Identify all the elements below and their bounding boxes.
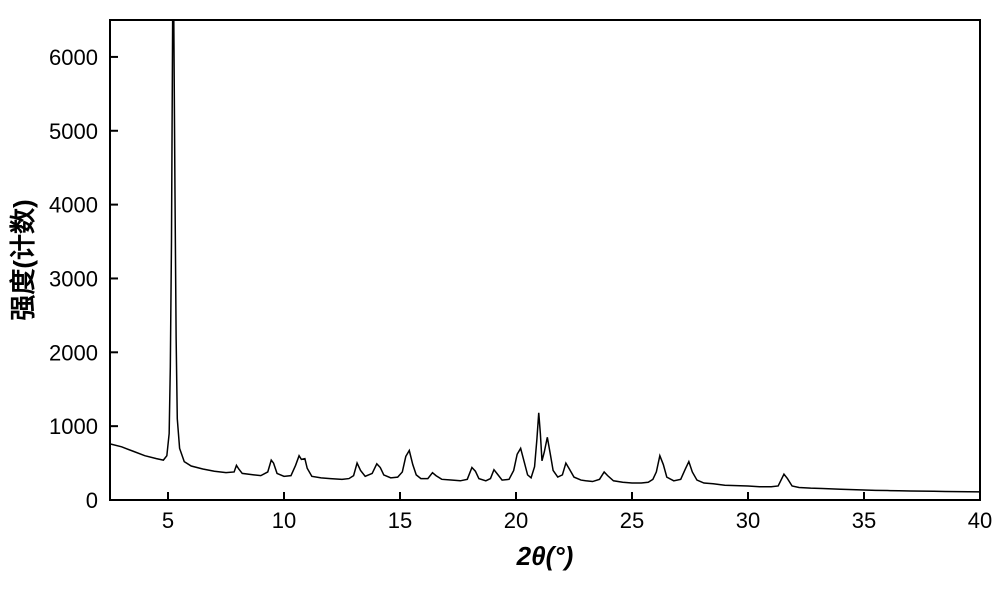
x-tick-label: 25 [620,508,644,533]
xrd-chart-svg: 5 10 15 20 25 30 35 40 0 1000 2000 3000 4000 5000 6000… [0,0,1000,590]
y-tick-label: 5000 [49,119,98,144]
xrd-data-line [110,20,980,492]
y-tick-label: 6000 [49,45,98,70]
y-axis-title: 强度(计数) [8,199,38,320]
y-tick-label: 1000 [49,414,98,439]
y-tick-label: 4000 [49,193,98,218]
x-axis-title: 2θ(°) [516,541,574,571]
x-tick-label: 30 [736,508,760,533]
y-tick-label: 0 [86,488,98,513]
plot-border [110,20,980,500]
x-tick-label: 20 [504,508,528,533]
x-tick-label: 5 [162,508,174,533]
xrd-chart-container: 5 10 15 20 25 30 35 40 0 1000 2000 3000 4000 5000 6000… [0,0,1000,590]
y-tick-label: 3000 [49,266,98,291]
x-tick-label: 40 [968,508,992,533]
x-tick-label: 15 [388,508,412,533]
x-tick-label: 35 [852,508,876,533]
x-tick-label: 10 [272,508,296,533]
y-tick-label: 2000 [49,340,98,365]
